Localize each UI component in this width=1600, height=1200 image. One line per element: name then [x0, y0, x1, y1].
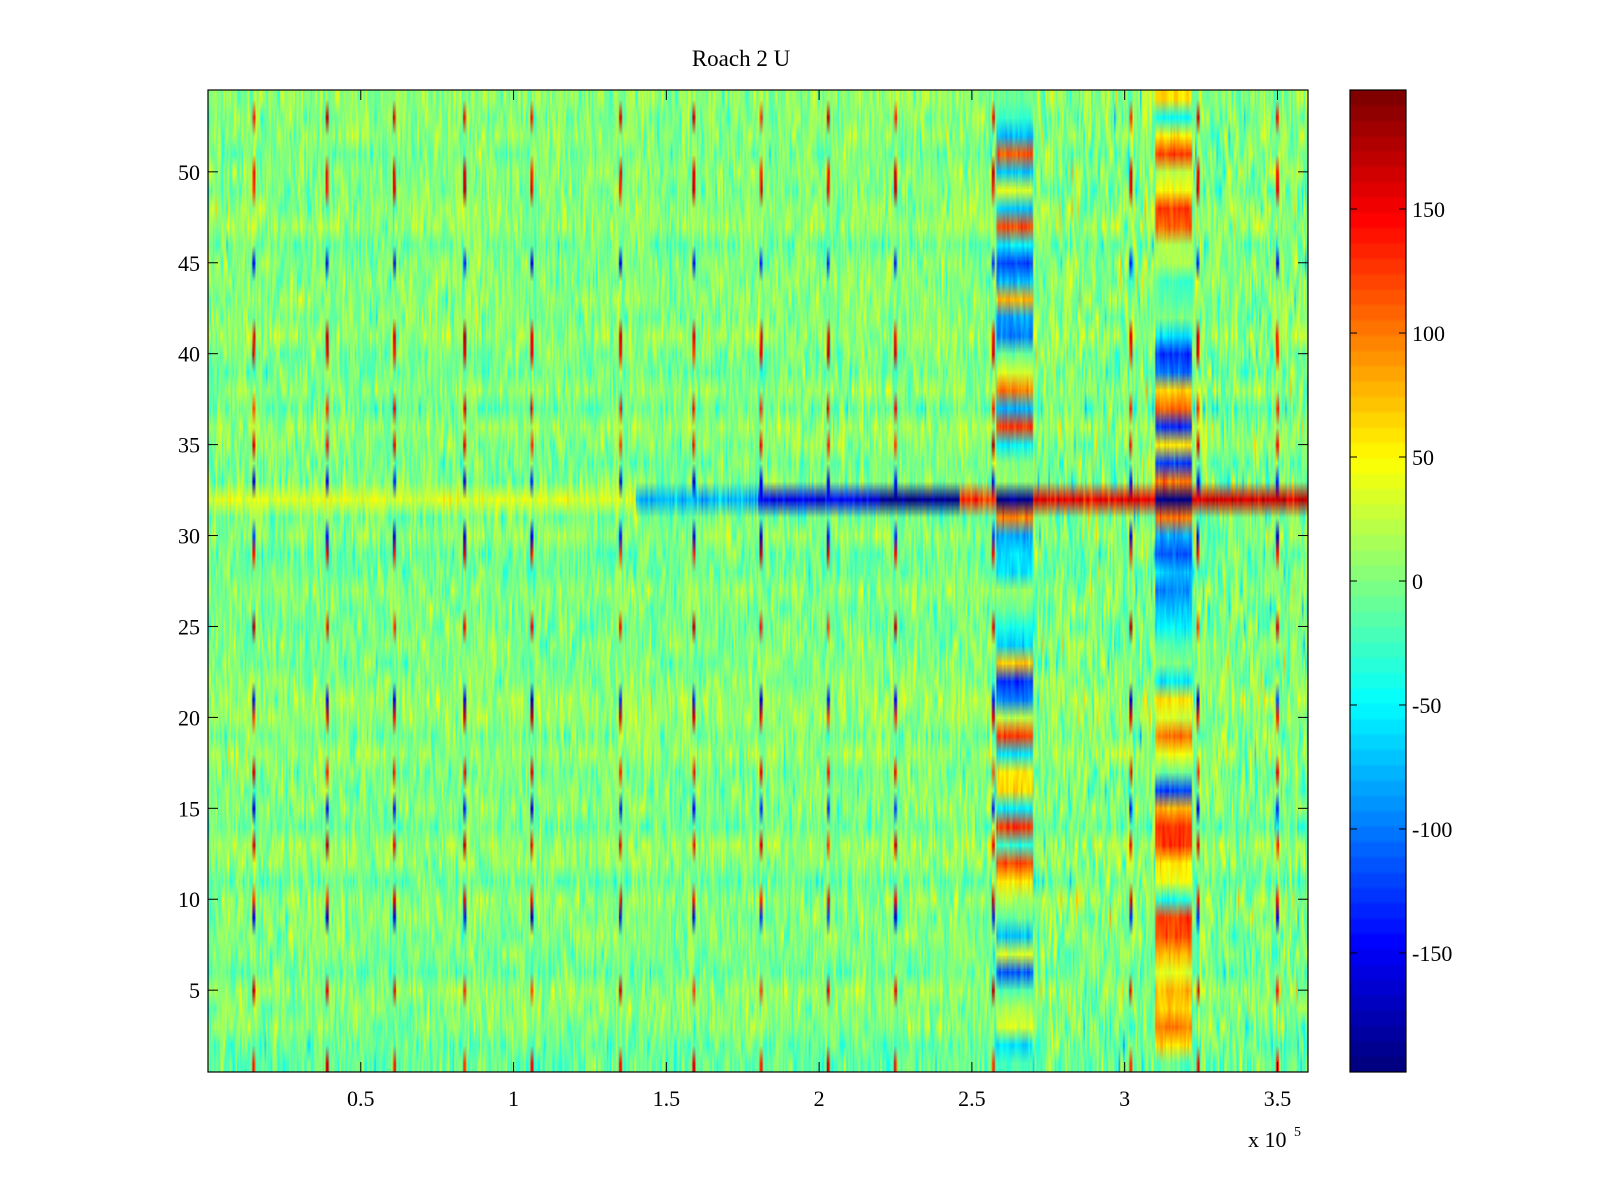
x-tick-label: 1 [508, 1086, 519, 1111]
colorbar-tick-label: -100 [1412, 817, 1452, 842]
y-tick-label: 15 [178, 796, 200, 821]
colorbar-tick-label: 0 [1412, 569, 1423, 594]
x-axis-multiplier-exponent: 5 [1294, 1125, 1301, 1140]
x-tick-label: 3.5 [1264, 1086, 1292, 1111]
y-tick-label: 35 [178, 433, 200, 458]
y-tick-label: 40 [178, 342, 200, 367]
x-tick-label: 0.5 [347, 1086, 375, 1111]
colorbar-gradient [1350, 90, 1406, 1072]
y-tick-label: 30 [178, 524, 200, 549]
colorbar-ticks: -150 -100 -50 0 50 100 150 [1350, 197, 1452, 966]
y-tick-label: 20 [178, 705, 200, 730]
colorbar-tick-label: 150 [1412, 197, 1445, 222]
colorbar: -150 -100 -50 0 50 100 150 [1349, 89, 1452, 1073]
x-axis-multiplier: x 10 [1248, 1127, 1287, 1152]
chart-title: Roach 2 U [692, 46, 791, 71]
y-tick-label: 50 [178, 160, 200, 185]
y-tick-label: 25 [178, 614, 200, 639]
x-tick-label: 2.5 [958, 1086, 986, 1111]
y-tick-label: 10 [178, 887, 200, 912]
plot-area [207, 89, 1309, 1073]
y-tick-label: 5 [189, 978, 200, 1003]
colorbar-tick-label: -150 [1412, 941, 1452, 966]
plot-frame [207, 89, 1309, 1073]
colorbar-tick-label: 50 [1412, 445, 1434, 470]
x-tick-label: 1.5 [653, 1086, 681, 1111]
colorbar-tick-label: -50 [1412, 693, 1441, 718]
heatmap-cells [208, 90, 1308, 1072]
y-axis: 5 10 15 20 25 30 35 40 45 50 [178, 160, 1308, 1003]
x-tick-label: 2 [814, 1086, 825, 1111]
x-axis: 0.5 1 1.5 2 2.5 3 3.5 [347, 90, 1291, 1111]
colorbar-tick-label: 100 [1412, 321, 1445, 346]
x-tick-label: 3 [1119, 1086, 1130, 1111]
y-tick-label: 45 [178, 251, 200, 276]
